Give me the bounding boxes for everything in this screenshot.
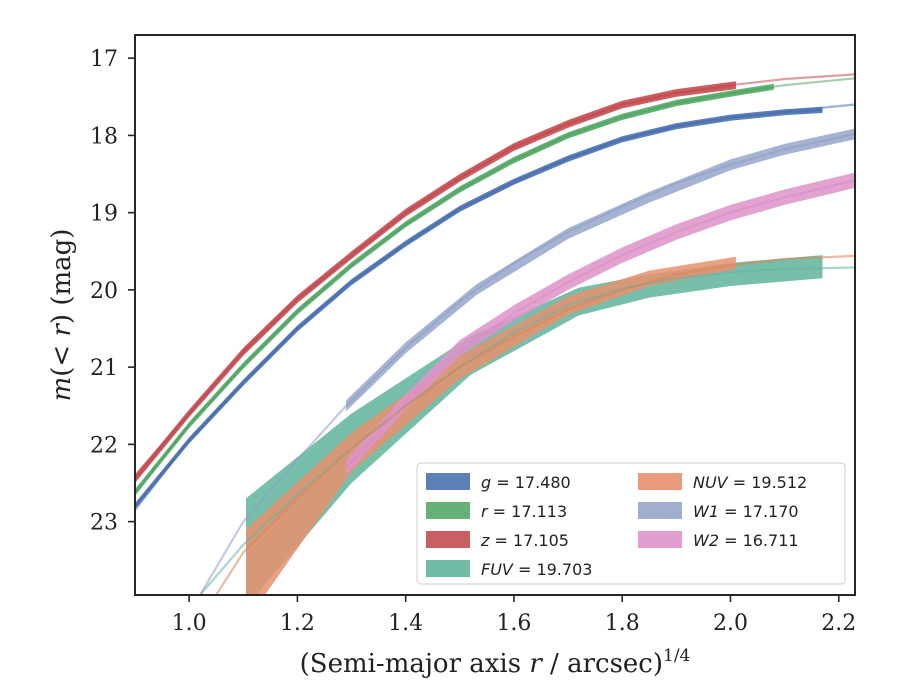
y-tick-label: 17 <box>90 47 118 72</box>
profile-line-z <box>135 84 737 480</box>
y-tick-label: 21 <box>90 356 118 381</box>
legend: g = 17.480 r = 17.113 z = 17.105 FUV = 19.7… <box>416 462 846 585</box>
profile-line-g <box>135 108 823 507</box>
y-axis-title: m(< r) (mag) <box>47 229 77 402</box>
model-curve-fuv <box>199 266 855 595</box>
profile-line-r <box>135 85 774 494</box>
legend-label-fuv: FUV = 19.703 <box>481 560 592 579</box>
model-curve-w1 <box>199 132 855 595</box>
y-tick-label: 20 <box>90 279 118 304</box>
x-tick-label: 1.8 <box>605 611 640 636</box>
x-tick-label: 1.0 <box>172 611 207 636</box>
y-axis-ticks: 17 18 19 20 21 22 23 <box>90 47 135 536</box>
legend-label-g: g = 17.480 <box>481 473 571 492</box>
legend-label-w1: W1 = 17.170 <box>693 502 799 521</box>
profile-curves <box>135 81 823 510</box>
legend-swatch-z <box>426 531 470 548</box>
y-tick-label: 18 <box>90 124 118 149</box>
legend-label-z: z = 17.105 <box>480 531 569 550</box>
x-axis-ticks: 1.0 1.2 1.4 1.6 1.8 2.0 2.2 <box>172 595 856 636</box>
x-tick-label: 2.0 <box>713 611 748 636</box>
y-tick-label: 22 <box>90 433 118 458</box>
y-tick-label: 23 <box>90 511 118 536</box>
x-axis-title: (Semi-major axis r / arcsec)1/4 <box>300 646 691 679</box>
x-tick-label: 2.2 <box>821 611 856 636</box>
legend-swatch-w1 <box>638 502 682 519</box>
plot-frame <box>134 34 856 596</box>
y-tick-label: 19 <box>90 202 118 227</box>
legend-label-nuv: NUV = 19.512 <box>693 473 807 492</box>
legend-swatch-nuv <box>638 473 682 490</box>
legend-swatch-fuv <box>426 560 470 577</box>
model-curve-w2 <box>345 179 855 469</box>
x-tick-label: 1.6 <box>496 611 531 636</box>
legend-label-w2: W2 = 16.711 <box>693 531 799 550</box>
legend-swatch-r <box>426 502 470 519</box>
legend-swatch-g <box>426 473 470 490</box>
model-curve-nuv <box>215 254 855 595</box>
legend-label-r: r = 17.113 <box>481 502 567 521</box>
model-curve-r <box>135 77 855 496</box>
x-tick-label: 1.4 <box>388 611 423 636</box>
legend-box <box>416 462 846 585</box>
legend-swatch-w2 <box>638 531 682 548</box>
x-tick-label: 1.2 <box>280 611 315 636</box>
